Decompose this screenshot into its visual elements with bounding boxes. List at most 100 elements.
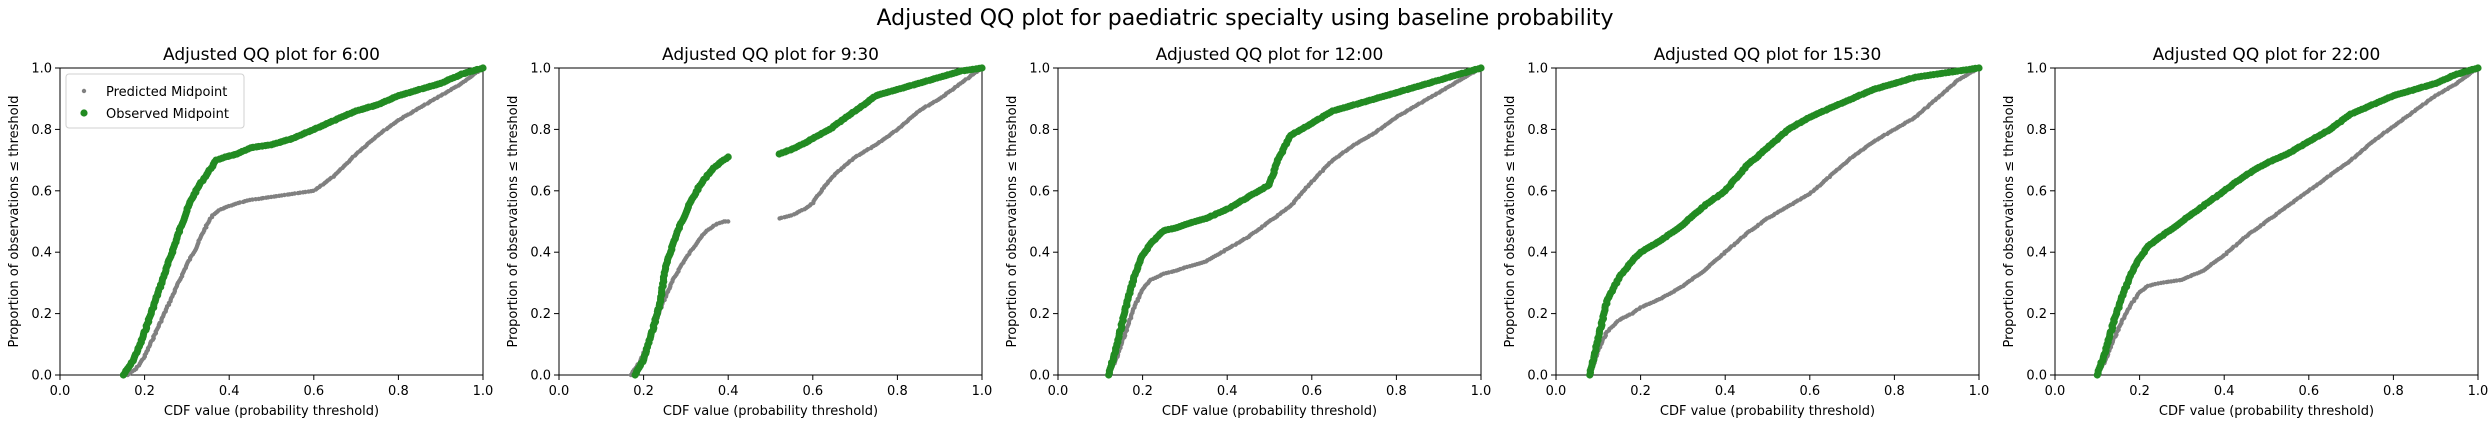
data-point (237, 200, 243, 205)
data-point (250, 197, 255, 202)
x-tick-label: 0.2 (2129, 384, 2150, 399)
y-tick-label: 0.8 (1029, 123, 1050, 138)
x-tick-label: 0.8 (388, 384, 409, 399)
y-tick-label: 0.2 (31, 307, 52, 322)
x-tick-label: 0.8 (887, 384, 908, 399)
subplot-5: Adjusted QQ plot for 22:00 0.0 0.2 0.4 0.6 0.… (2002, 45, 2488, 419)
series-observed (1105, 64, 1485, 379)
legend-box (65, 73, 245, 129)
data-point (724, 153, 732, 161)
y-axis-label: Proportion of observations ≤ threshold (7, 96, 22, 348)
y-tick-label: 0.0 (1527, 369, 1548, 384)
y-tick-label: 0.8 (530, 123, 551, 138)
y-tick-label: 0.0 (1029, 369, 1050, 384)
data-point (1975, 64, 1983, 72)
y-tick-label: 0.2 (1029, 307, 1050, 322)
legend-label: Predicted Midpoint (106, 85, 227, 100)
y-axis-label: Proportion of observations ≤ threshold (1005, 96, 1020, 348)
data-point (2174, 278, 2179, 283)
data-point (2474, 64, 2482, 72)
x-tick-label: 0.8 (1386, 384, 1407, 399)
series-observed (119, 64, 487, 379)
y-tick-label: 0.0 (2026, 369, 2047, 384)
y-tick-label: 0.2 (530, 307, 551, 322)
x-tick-label: 0.4 (718, 384, 739, 399)
x-tick-label: 0.2 (1630, 384, 1651, 399)
series-observed (2093, 64, 2482, 379)
data-point (1477, 64, 1485, 72)
series-predicted (2095, 65, 2481, 378)
axes-frame (1555, 67, 1980, 376)
subplot-title: Adjusted QQ plot for 12:00 (1156, 45, 1384, 65)
series-predicted (1106, 65, 1484, 378)
x-axis-label: CDF value (probability threshold) (1660, 404, 1875, 419)
series-observed (1586, 64, 1983, 379)
x-tick-label: 0.0 (1048, 384, 1069, 399)
y-tick-label: 1.0 (1527, 62, 1548, 77)
series-predicted (628, 65, 985, 378)
x-tick-label: 0.4 (219, 384, 240, 399)
data-point (282, 192, 287, 198)
x-tick-label: 0.6 (2298, 384, 2319, 399)
series-predicted (125, 65, 486, 378)
x-tick-label: 0.4 (1715, 384, 1736, 399)
y-tick-label: 0.2 (1527, 307, 1548, 322)
subplot-title: Adjusted QQ plot for 15:30 (1654, 45, 1882, 65)
subplot-title: Adjusted QQ plot for 9:30 (662, 45, 879, 65)
series-predicted (1587, 65, 1982, 378)
y-axis-label: Proportion of observations ≤ threshold (506, 96, 521, 348)
subplot-title: Adjusted QQ plot for 6:00 (163, 45, 380, 65)
figure-title: Adjusted QQ plot for paediatric specialt… (876, 6, 1614, 31)
y-tick-label: 0.0 (530, 369, 551, 384)
y-tick-label: 0.8 (1527, 123, 1548, 138)
x-axis-label: CDF value (probability threshold) (2159, 404, 2374, 419)
y-tick-label: 0.6 (2026, 184, 2047, 199)
y-tick-label: 0.4 (530, 246, 551, 261)
x-tick-label: 1.0 (2468, 384, 2489, 399)
legend-marker (81, 88, 87, 94)
y-tick-label: 1.0 (31, 62, 52, 77)
legend-label: Observed Midpoint (106, 107, 229, 122)
axes-frame (558, 67, 983, 376)
data-point (726, 219, 731, 224)
subplot-2: Adjusted QQ plot for 9:30 0.0 0.2 0.4 0.6 0.8… (506, 45, 992, 419)
x-tick-label: 0.6 (1301, 384, 1322, 399)
axes-frame (1057, 67, 1482, 376)
x-tick-label: 0.2 (633, 384, 654, 399)
y-tick-label: 0.2 (2026, 307, 2047, 322)
data-point (978, 64, 986, 72)
x-tick-label: 0.6 (303, 384, 324, 399)
subplot-title: Adjusted QQ plot for 22:00 (2153, 45, 2381, 65)
x-tick-label: 0.0 (549, 384, 570, 399)
x-axis-label: CDF value (probability threshold) (663, 404, 878, 419)
y-tick-label: 0.6 (1029, 184, 1050, 199)
x-tick-label: 0.0 (1546, 384, 1567, 399)
axes-frame (59, 67, 484, 376)
y-tick-label: 0.0 (31, 369, 52, 384)
subplot-4: Adjusted QQ plot for 15:30 0.0 0.2 0.4 0.6 0.… (1503, 45, 1989, 419)
x-tick-label: 0.6 (1799, 384, 1820, 399)
y-tick-label: 1.0 (530, 62, 551, 77)
x-tick-label: 0.2 (1132, 384, 1153, 399)
axes-frame (2054, 67, 2479, 376)
x-tick-label: 0.4 (1217, 384, 1238, 399)
x-axis-label: CDF value (probability threshold) (1162, 404, 1377, 419)
x-tick-label: 0.8 (2383, 384, 2404, 399)
y-axis-label: Proportion of observations ≤ threshold (2002, 96, 2017, 348)
y-tick-label: 0.4 (1029, 246, 1050, 261)
y-axis-label: Proportion of observations ≤ threshold (1503, 96, 1518, 348)
y-tick-label: 1.0 (1029, 62, 1050, 77)
y-tick-label: 0.8 (2026, 123, 2047, 138)
x-tick-label: 0.0 (2045, 384, 2066, 399)
subplot-1: Adjusted QQ plot for 6:00 0.0 0.2 0.4 0.6 0.8… (7, 45, 493, 419)
y-tick-label: 0.4 (1527, 246, 1548, 261)
x-tick-label: 1.0 (1969, 384, 1990, 399)
subplot-3: Adjusted QQ plot for 12:00 0.0 0.2 0.4 0.6 0.… (1005, 45, 1491, 419)
legend-marker (80, 109, 88, 117)
x-axis-label: CDF value (probability threshold) (164, 404, 379, 419)
x-tick-label: 0.0 (50, 384, 71, 399)
y-tick-label: 0.6 (1527, 184, 1548, 199)
x-tick-label: 0.4 (2214, 384, 2235, 399)
